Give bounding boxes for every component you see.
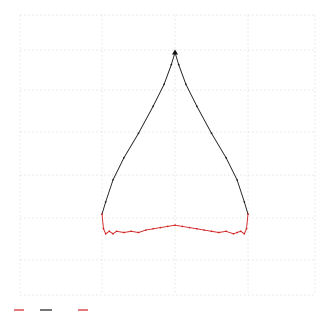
point-red-2 <box>104 232 107 235</box>
point-red-11 <box>159 226 162 229</box>
point-red-4 <box>112 232 114 235</box>
point-layer <box>101 49 249 235</box>
point-red-8 <box>137 231 140 234</box>
point-red-24 <box>243 232 246 235</box>
point-black-3 <box>123 156 125 159</box>
point-red-25 <box>245 227 248 230</box>
point-red-15 <box>188 226 191 229</box>
point-red-20 <box>225 230 228 233</box>
point-red-21 <box>232 232 235 235</box>
point-black-14 <box>236 179 239 181</box>
point-red-14 <box>181 225 184 228</box>
point-red-13 <box>174 224 176 227</box>
point-red-9 <box>144 229 147 232</box>
grid-lines <box>19 14 316 296</box>
point-red-16 <box>196 227 198 230</box>
point-red-26 <box>247 213 249 216</box>
point-red-7 <box>130 230 133 233</box>
point-red-3 <box>108 230 111 233</box>
point-red-12 <box>166 225 169 228</box>
point-black-5 <box>152 105 155 108</box>
point-black-12 <box>210 132 213 135</box>
point-red-19 <box>217 231 220 234</box>
point-black-15 <box>243 201 246 203</box>
point-red-10 <box>152 227 155 230</box>
point-black-10 <box>185 83 187 86</box>
point-black-13 <box>225 156 228 159</box>
point-black-6 <box>163 83 166 86</box>
point-red-5 <box>115 230 118 233</box>
point-red-0 <box>101 213 103 216</box>
point-red-22 <box>236 231 239 234</box>
series-line-black <box>101 50 249 215</box>
point-red-23 <box>239 230 242 233</box>
apex-marker <box>172 49 178 55</box>
point-red-1 <box>102 227 105 230</box>
point-black-11 <box>196 105 198 108</box>
point-black-4 <box>137 132 140 135</box>
point-black-2 <box>112 179 114 181</box>
point-black-1 <box>104 201 107 203</box>
point-black-7 <box>170 63 173 66</box>
point-red-17 <box>203 229 206 232</box>
point-black-9 <box>177 63 180 66</box>
point-red-18 <box>210 230 213 233</box>
point-red-6 <box>123 231 125 234</box>
